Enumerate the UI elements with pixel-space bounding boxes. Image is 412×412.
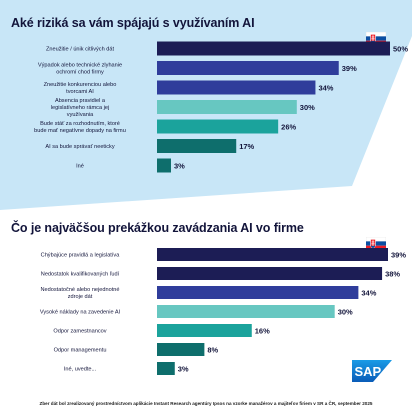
bar bbox=[157, 41, 390, 56]
value-label: 34% bbox=[361, 289, 376, 298]
category-label: Zneužitie konkurenciou alebo tvorcami AI bbox=[44, 82, 117, 95]
category-label: Chýbajúce pravidlá a legislatíva bbox=[41, 253, 121, 259]
sap-logo: SAP bbox=[352, 360, 392, 382]
bar bbox=[157, 139, 237, 153]
bar bbox=[157, 119, 279, 134]
value-label: 17% bbox=[239, 142, 254, 151]
bar bbox=[157, 267, 383, 280]
bar bbox=[157, 158, 171, 173]
category-label: Absencia pravidiel a legislatívneho rámca… bbox=[51, 98, 109, 118]
category-label: Odpor zamestnancov bbox=[53, 329, 106, 335]
value-label: 30% bbox=[338, 308, 353, 317]
category-label: Iné bbox=[76, 164, 84, 170]
value-label: 34% bbox=[318, 84, 333, 93]
value-label: 38% bbox=[385, 270, 400, 279]
bar bbox=[157, 80, 316, 95]
category-label: Nedostatočné alebo nejednotné zdroje dát bbox=[41, 287, 120, 300]
value-label: 39% bbox=[391, 251, 406, 260]
footnote: Zber dát bol zrealizovaný prostredníctvo… bbox=[39, 401, 373, 406]
sap-logo-text: SAP bbox=[355, 364, 382, 379]
bottom-chart-title: Čo je najväčšou prekážkou zavádzania AI … bbox=[11, 221, 304, 235]
value-label: 26% bbox=[281, 123, 296, 132]
bar bbox=[157, 100, 297, 114]
bar bbox=[157, 343, 205, 356]
category-label: Bude stáť za rozhodnutím, ktoré bude mať … bbox=[34, 121, 126, 134]
category-label: Iné, uvedte... bbox=[64, 367, 97, 373]
slovakia-flag-icon bbox=[366, 237, 386, 250]
value-label: 8% bbox=[207, 346, 218, 355]
category-label: AI sa bude správať neeticky bbox=[45, 144, 114, 150]
bar bbox=[157, 362, 175, 375]
bar bbox=[157, 324, 252, 337]
bar bbox=[157, 248, 388, 261]
category-label: Odpor managementu bbox=[54, 348, 107, 354]
category-label: Výpadok alebo technické zlyhanie ochromí … bbox=[38, 63, 122, 76]
bar bbox=[157, 286, 359, 299]
value-label: 30% bbox=[300, 103, 315, 112]
value-label: 16% bbox=[255, 327, 270, 336]
category-label: Vysoké náklady na zavedenie AI bbox=[40, 310, 121, 316]
value-label: 50% bbox=[393, 45, 408, 54]
top-chart-title: Aké riziká sa vám spájajú s využívaním A… bbox=[11, 16, 255, 30]
category-label: Zneužitie / únik citlivých dát bbox=[46, 47, 115, 53]
value-label: 3% bbox=[178, 365, 189, 374]
category-label: Nedostatok kvalifikovaných ľudí bbox=[41, 272, 120, 278]
bar bbox=[157, 305, 335, 318]
bar bbox=[157, 61, 339, 75]
value-label: 3% bbox=[174, 162, 185, 171]
value-label: 39% bbox=[342, 64, 357, 73]
